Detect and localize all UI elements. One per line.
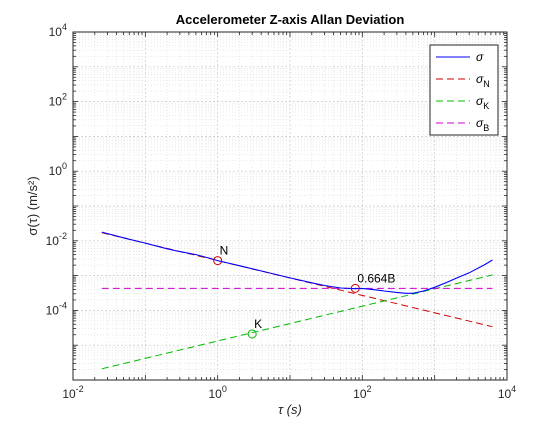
- y-tick-label: 100: [49, 161, 67, 178]
- x-tick-label: 10-2: [62, 384, 83, 401]
- marker-0.664b: [350, 283, 360, 293]
- marker-label-n: N: [220, 244, 229, 258]
- y-axis-label: σ(τ) (m/s²): [25, 176, 40, 235]
- y-tick-label: 102: [49, 92, 67, 109]
- marker-layer: N K 0.664B: [213, 244, 395, 339]
- y-tick-label: 10-2: [46, 231, 67, 248]
- tick-layer: 10-2 100 102 104 10-4 10-2 100 102 104: [46, 22, 517, 401]
- y-tick-label: 10-4: [46, 300, 67, 317]
- series-line-sigma: [101, 231, 493, 294]
- y-tick-label: 104: [49, 22, 67, 39]
- legend-label: σK: [476, 94, 489, 111]
- x-tick-label: 100: [208, 384, 226, 401]
- marker-label-k: K: [254, 317, 262, 331]
- legend-items: σ σN σK σB: [436, 50, 490, 133]
- chart-title: Accelerometer Z-axis Allan Deviation: [176, 12, 405, 27]
- legend-label: σB: [476, 116, 489, 133]
- legend-label: σ: [476, 50, 484, 64]
- legend: σ σN σK σB: [429, 44, 499, 136]
- x-axis-label: τ (s): [278, 402, 302, 417]
- series-line-k: [101, 274, 493, 370]
- x-tick-label: 102: [353, 384, 371, 401]
- x-tick-label: 104: [498, 384, 516, 401]
- marker-label-0.664b: 0.664B: [357, 271, 395, 285]
- marker-k: [247, 329, 257, 339]
- series-layer: [101, 231, 493, 370]
- legend-box: [429, 44, 499, 136]
- marker-n: [213, 256, 223, 266]
- legend-label: σN: [476, 72, 490, 89]
